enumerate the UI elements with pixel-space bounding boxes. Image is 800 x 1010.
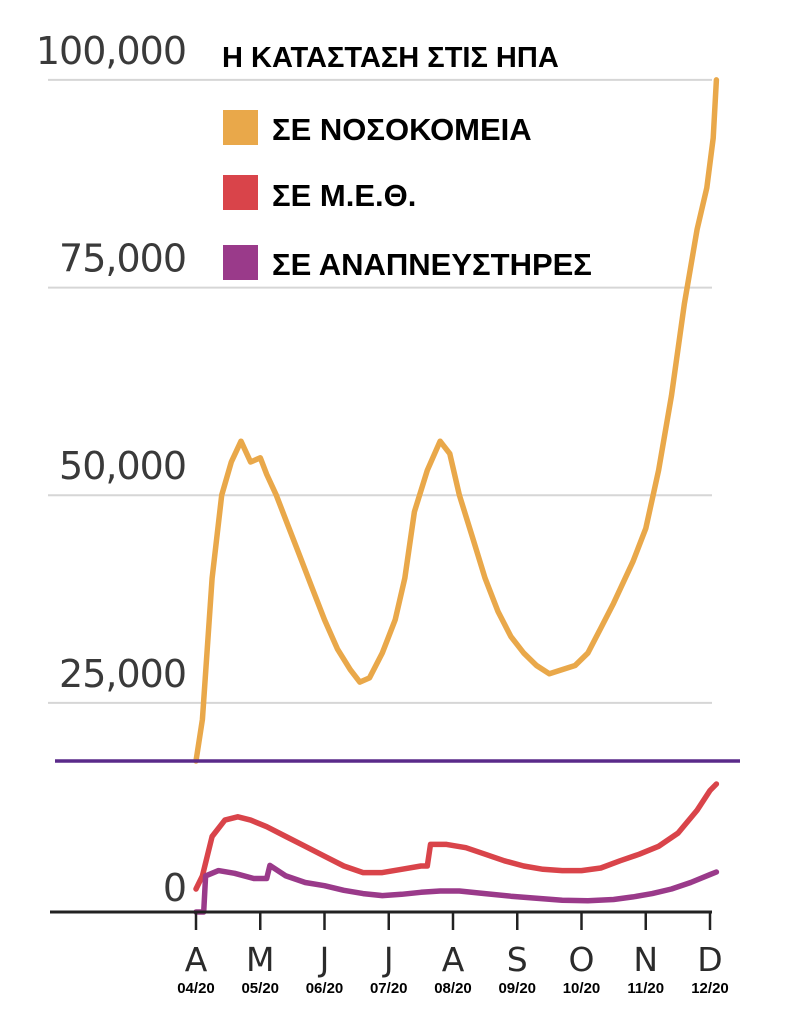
hospitals-line — [193, 77, 720, 764]
x-tick-month: O — [569, 940, 595, 979]
legend-label-ventilators: ΣΕ ΑΝΑΠΝΕΥΣΤΗΡΕΣ — [272, 247, 592, 282]
x-tick-month: A — [442, 940, 465, 979]
legend-swatch-ventilators — [223, 245, 258, 280]
x-tick-date: 08/20 — [434, 980, 472, 997]
y-tick-label: 75,000 — [59, 237, 186, 281]
ventilators-line — [193, 862, 720, 915]
icu-line — [193, 781, 720, 892]
x-tick-month: A — [185, 940, 208, 979]
legend-label-hospitals: ΣΕ ΝΟΣΟΚΟΜΕΙΑ — [272, 112, 532, 147]
x-tick-date: 11/20 — [627, 980, 664, 997]
y-gridlines — [48, 78, 712, 704]
y-tick-labels: 25,000 50,000 75,000 100,000 0 — [36, 29, 187, 910]
x-tick-date: 05/20 — [241, 980, 279, 997]
x-tick-month: M — [246, 940, 274, 979]
x-tick-month: J — [318, 940, 330, 979]
x-tick-date: 09/20 — [498, 980, 536, 997]
y-tick-label: 0 — [163, 866, 186, 910]
legend-label-icu: ΣΕ Μ.Ε.Θ. — [272, 178, 416, 213]
legend: Η ΚΑΤΑΣΤΑΣΗ ΣΤΙΣ ΗΠΑ ΣΕ ΝΟΣΟΚΟΜΕΙΑ ΣΕ Μ.… — [222, 42, 592, 282]
x-axis-ticks: A04/20M05/20J06/20J07/20A08/20S09/20O10/… — [177, 912, 729, 997]
legend-swatch-hospitals — [223, 110, 258, 145]
x-tick-date: 07/20 — [370, 980, 408, 997]
chart-title: Η ΚΑΤΑΣΤΑΣΗ ΣΤΙΣ ΗΠΑ — [222, 42, 559, 74]
data-lines — [193, 77, 720, 915]
legend-swatch-icu — [223, 175, 258, 210]
x-tick-month: J — [382, 940, 394, 979]
x-tick-month: N — [633, 940, 658, 979]
x-tick-date: 12/20 — [691, 980, 729, 997]
y-tick-label: 50,000 — [59, 444, 186, 488]
x-tick-date: 06/20 — [306, 980, 344, 997]
x-tick-date: 10/20 — [563, 980, 601, 997]
y-tick-label: 100,000 — [36, 29, 186, 73]
y-tick-label: 25,000 — [59, 652, 186, 696]
x-tick-month: D — [697, 940, 722, 979]
x-tick-month: S — [507, 940, 528, 979]
x-tick-date: 04/20 — [177, 980, 215, 997]
